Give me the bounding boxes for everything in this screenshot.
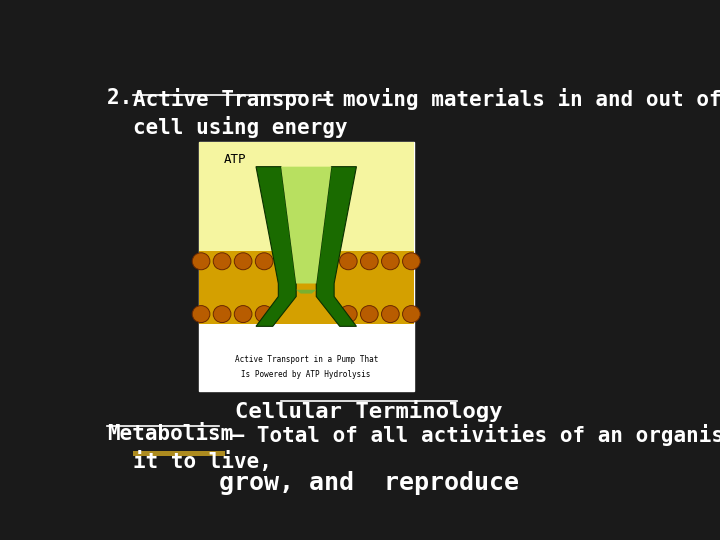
Ellipse shape	[361, 306, 378, 322]
Text: Cellular Terminology: Cellular Terminology	[235, 400, 503, 422]
Text: ATP: ATP	[224, 153, 246, 166]
Text: Active Transport in a Pump That: Active Transport in a Pump That	[235, 355, 378, 364]
Ellipse shape	[339, 306, 357, 322]
Text: – moving materials in and out of the: – moving materials in and out of the	[305, 87, 720, 110]
Text: 2.: 2.	[107, 87, 145, 107]
Ellipse shape	[256, 306, 273, 322]
Ellipse shape	[256, 253, 273, 270]
Ellipse shape	[234, 253, 252, 270]
Text: grow, and  reproduce: grow, and reproduce	[219, 471, 519, 496]
Ellipse shape	[402, 306, 420, 322]
Polygon shape	[256, 167, 296, 326]
Bar	[199, 141, 414, 391]
Text: – Total of all activities of an organism allowing: – Total of all activities of an organism…	[220, 424, 720, 447]
Bar	[199, 251, 414, 325]
Bar	[133, 451, 225, 456]
Ellipse shape	[213, 253, 231, 270]
Text: cell using energy: cell using energy	[133, 116, 348, 138]
Ellipse shape	[234, 306, 252, 322]
Polygon shape	[281, 167, 331, 284]
Ellipse shape	[192, 253, 210, 270]
Bar	[199, 141, 414, 276]
Ellipse shape	[339, 253, 357, 270]
Text: Is Powered by ATP Hydrolysis: Is Powered by ATP Hydrolysis	[241, 370, 371, 379]
Ellipse shape	[382, 306, 399, 322]
Text: Active Transport: Active Transport	[133, 87, 335, 110]
Bar	[199, 341, 414, 391]
Ellipse shape	[361, 253, 378, 270]
Ellipse shape	[192, 306, 210, 322]
Ellipse shape	[213, 306, 231, 322]
Text: Metabolism: Metabolism	[107, 424, 233, 444]
Polygon shape	[316, 167, 356, 326]
Ellipse shape	[382, 253, 399, 270]
Ellipse shape	[402, 253, 420, 270]
Polygon shape	[296, 290, 316, 294]
Text: it to live,: it to live,	[133, 451, 272, 471]
